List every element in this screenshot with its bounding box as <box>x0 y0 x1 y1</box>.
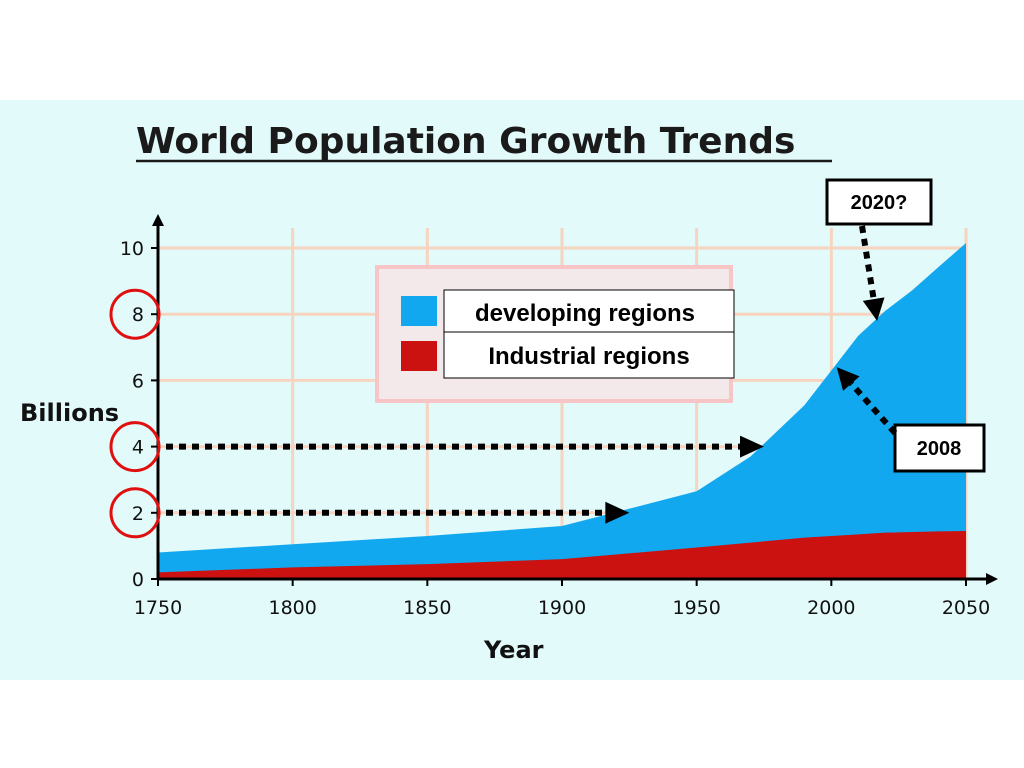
highlight-circle-8 <box>109 288 161 340</box>
guide-arrowhead-2 <box>605 501 630 524</box>
callout-2008-arrow-line <box>849 381 898 435</box>
callout-2008-arrow-head <box>836 367 860 391</box>
y-tick-label-10: 10 <box>120 238 144 260</box>
population-chart: World Population Growth Trends 1750 1800 1… <box>20 121 998 664</box>
legend-label-box-2 <box>443 331 735 379</box>
tick-labels: 1750 1800 1850 1900 1950 2000 2050 0 2 4 6 8 10 <box>120 238 990 619</box>
y-axis-arrowhead <box>152 214 164 226</box>
area-industrial-regions <box>158 531 966 579</box>
x-tick-label-1950: 1950 <box>672 597 720 619</box>
legend-swatch-developing <box>401 296 437 326</box>
callout-2020-label: 2020? <box>851 192 908 214</box>
tick-highlights <box>109 288 161 539</box>
x-tick-label-1850: 1850 <box>403 597 451 619</box>
y-tick-label-6: 6 <box>132 370 144 392</box>
y-tick-label-8: 8 <box>132 304 144 326</box>
legend-label-developing: developing regions <box>475 300 695 327</box>
guide-arrows <box>166 435 764 524</box>
callout-2020-arrow-head <box>862 297 885 321</box>
x-tick-label-2050: 2050 <box>942 597 990 619</box>
chart-panel: World Population Growth Trends 1750 1800 1… <box>0 100 1024 680</box>
highlight-circle-4 <box>109 421 161 473</box>
x-tick-label-1900: 1900 <box>538 597 586 619</box>
y-tick-label-2: 2 <box>132 503 144 525</box>
legend-swatch-industrial <box>401 341 437 371</box>
data-areas <box>158 243 966 579</box>
x-tick-label-1800: 1800 <box>268 597 316 619</box>
area-developing-regions <box>158 243 966 579</box>
x-tick-label-1750: 1750 <box>134 597 182 619</box>
chart-title: World Population Growth Trends <box>136 121 795 162</box>
legend: developing regions Industrial regions <box>375 265 735 403</box>
callout-2020-arrow-line <box>859 225 877 300</box>
callout-2020-box <box>825 178 933 226</box>
guide-arrowhead-4 <box>740 435 764 458</box>
highlight-circle-2 <box>109 487 161 539</box>
legend-label-industrial: Industrial regions <box>488 343 689 370</box>
y-axis-label: Billions <box>20 399 119 427</box>
x-axis-label: Year <box>483 636 544 664</box>
callout-2008-label: 2008 <box>917 438 962 460</box>
x-axis-arrowhead <box>986 573 998 585</box>
callouts: 2020? 2008 <box>825 178 986 473</box>
y-tick-label-4: 4 <box>132 437 144 459</box>
y-tick-label-0: 0 <box>132 569 144 591</box>
x-tick-label-2000: 2000 <box>807 597 855 619</box>
callout-2008-box <box>893 423 986 473</box>
